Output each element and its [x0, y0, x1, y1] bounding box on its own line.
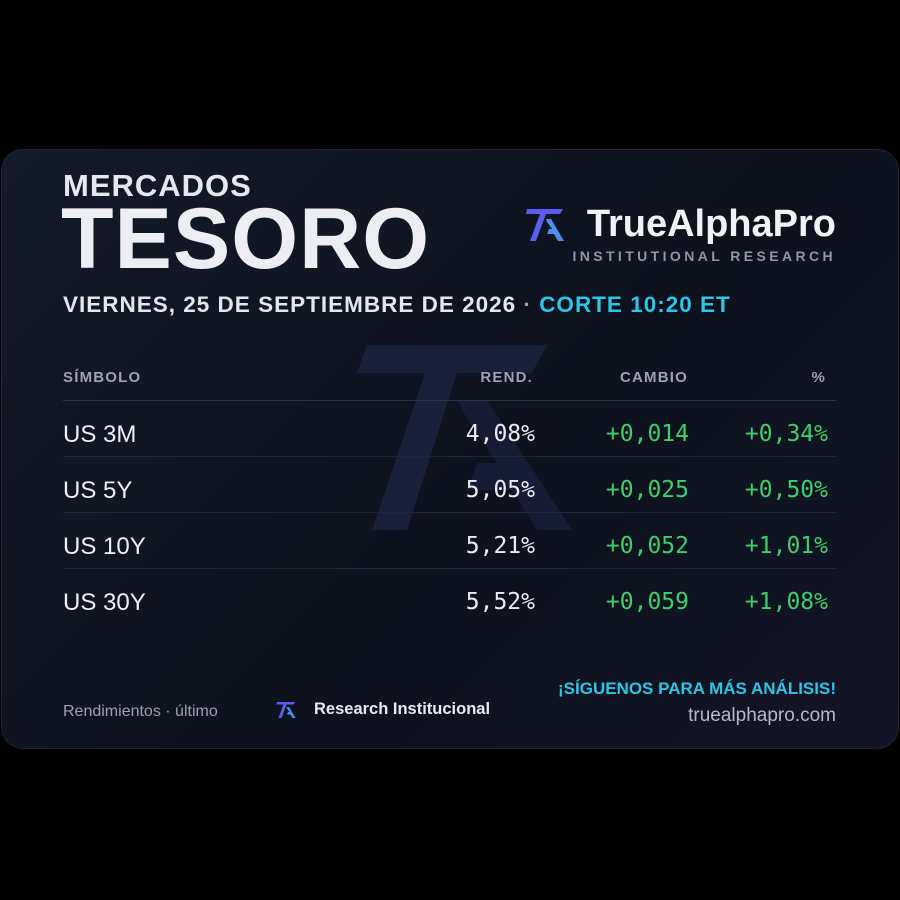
dateline: VIERNES, 25 DE SEPTIEMBRE DE 2026 · CORT… [63, 292, 731, 318]
row-percent: +1,01% [744, 533, 828, 559]
row-percent: +1,08% [744, 589, 828, 615]
brand-block: TrueAlphaPro INSTITUTIONAL RESEARCH [525, 203, 836, 264]
brand-subtitle: INSTITUTIONAL RESEARCH [572, 248, 836, 264]
page-kicker: MERCADOS [63, 168, 252, 203]
market-card [1, 149, 899, 749]
column-header-change: CAMBIO [619, 369, 688, 386]
row-symbol: US 3M [63, 421, 137, 448]
row-percent: +0,50% [744, 477, 828, 503]
row-change: +0,059 [605, 589, 689, 615]
column-header-yield: REND. [480, 369, 533, 386]
ta-logo-icon [525, 208, 564, 241]
table-header: SÍMBOLO REND. CAMBIO % [63, 360, 836, 401]
footer-research: Research Institucional [276, 700, 490, 719]
page-title: TESORO [61, 191, 431, 287]
treasury-table: SÍMBOLO REND. CAMBIO % US 3M 4,08% +0,01… [63, 360, 836, 624]
column-header-symbol: SÍMBOLO [63, 369, 142, 386]
footer-note: Rendimientos · último [63, 703, 218, 720]
table-row: US 5Y 5,05% +0,025 +0,50% [63, 457, 836, 513]
row-change: +0,052 [605, 533, 689, 559]
follow-cta: ¡SÍGUENOS PARA MÁS ANÁLISIS! [558, 679, 836, 698]
column-header-percent: % [811, 369, 826, 386]
row-change: +0,014 [605, 421, 689, 447]
row-percent: +0,34% [744, 421, 828, 447]
brand-name: TrueAlphaPro [586, 203, 836, 245]
footer-cta-block: ¡SÍGUENOS PARA MÁS ANÁLISIS! truealphapr… [558, 679, 836, 727]
row-yield: 5,52% [465, 589, 535, 615]
row-yield: 5,05% [465, 477, 535, 503]
date-text: VIERNES, 25 DE SEPTIEMBRE DE 2026 [63, 292, 517, 317]
website-link[interactable]: truealphapro.com [688, 705, 836, 726]
table-row: US 30Y 5,52% +0,059 +1,08% [63, 569, 836, 624]
research-label: Research Institucional [314, 700, 491, 718]
row-change: +0,025 [605, 477, 689, 503]
table-row: US 3M 4,08% +0,014 +0,34% [63, 401, 836, 457]
ta-watermark-icon [357, 345, 572, 530]
ta-small-logo-icon [276, 701, 296, 718]
cutoff-time: CORTE 10:20 ET [539, 292, 731, 317]
date-separator: · [523, 292, 532, 317]
row-yield: 5,21% [465, 533, 535, 559]
row-yield: 4,08% [465, 421, 535, 447]
table-row: US 10Y 5,21% +0,052 +1,01% [63, 513, 836, 569]
row-symbol: US 5Y [63, 477, 133, 504]
row-symbol: US 30Y [63, 589, 146, 616]
row-symbol: US 10Y [63, 533, 146, 560]
